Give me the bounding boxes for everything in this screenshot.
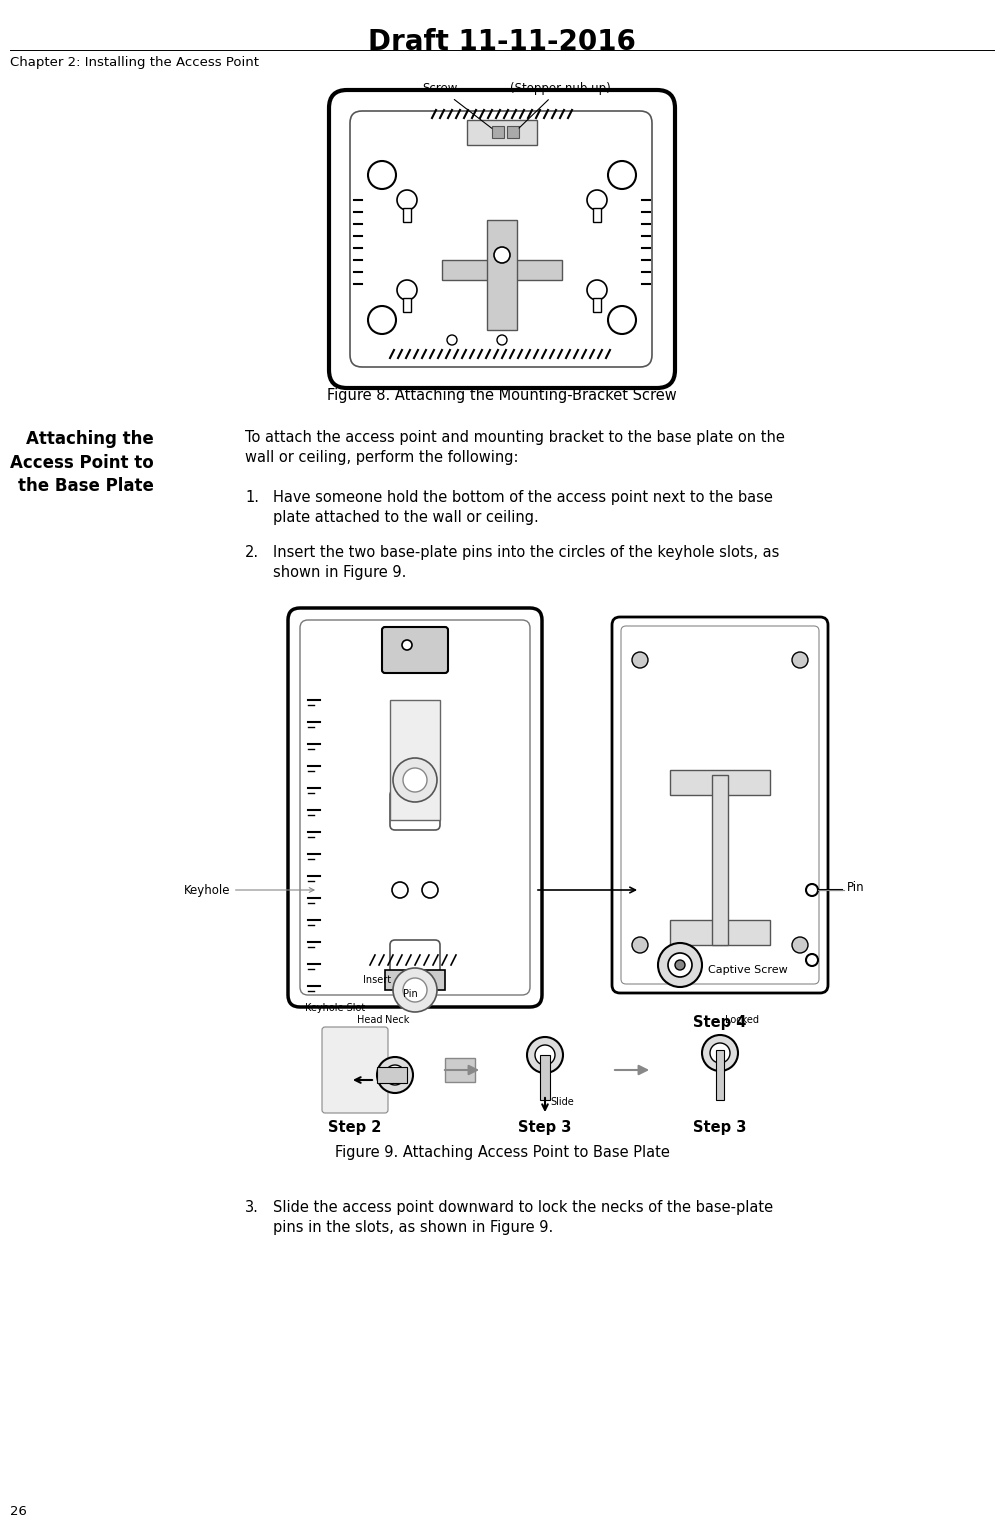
Text: Step 3: Step 3 xyxy=(693,1120,746,1135)
Text: Chapter 2: Installing the Access Point: Chapter 2: Installing the Access Point xyxy=(10,57,259,69)
Text: 26: 26 xyxy=(10,1506,27,1518)
Bar xyxy=(507,125,519,138)
Text: Attaching the
Access Point to
the Base Plate: Attaching the Access Point to the Base P… xyxy=(10,430,153,496)
FancyBboxPatch shape xyxy=(322,1027,387,1112)
Circle shape xyxy=(396,280,416,300)
Text: Step 3: Step 3 xyxy=(518,1120,571,1135)
Circle shape xyxy=(496,335,507,344)
Text: 1.: 1. xyxy=(245,490,259,505)
FancyBboxPatch shape xyxy=(300,620,530,994)
Text: (Stopper nub up): (Stopper nub up) xyxy=(510,83,610,129)
Circle shape xyxy=(587,190,607,210)
FancyBboxPatch shape xyxy=(389,939,439,981)
FancyBboxPatch shape xyxy=(381,627,447,673)
FancyBboxPatch shape xyxy=(288,607,542,1007)
Text: To attach the access point and mounting bracket to the base plate on the
wall or: To attach the access point and mounting … xyxy=(245,430,784,465)
Circle shape xyxy=(791,652,807,669)
Bar xyxy=(389,701,439,820)
FancyBboxPatch shape xyxy=(329,90,674,389)
Text: Insert: Insert xyxy=(363,975,391,985)
Circle shape xyxy=(391,881,407,898)
Circle shape xyxy=(805,884,817,897)
Text: Keyhole: Keyhole xyxy=(184,883,314,897)
Circle shape xyxy=(608,306,635,334)
Text: Figure 8. Attaching the Mounting-Bracket Screw: Figure 8. Attaching the Mounting-Bracket… xyxy=(327,389,676,402)
Circle shape xyxy=(527,1037,563,1073)
Text: Step 2: Step 2 xyxy=(328,1120,381,1135)
Text: Pin: Pin xyxy=(402,988,417,999)
Circle shape xyxy=(674,959,684,970)
Text: Slide: Slide xyxy=(550,1097,573,1108)
Bar xyxy=(384,970,444,990)
Circle shape xyxy=(631,652,647,669)
Circle shape xyxy=(805,955,817,965)
Bar xyxy=(402,208,410,222)
Bar xyxy=(669,770,769,796)
Bar xyxy=(593,208,601,222)
Circle shape xyxy=(368,306,395,334)
Bar xyxy=(715,1050,723,1100)
Bar xyxy=(402,298,410,312)
Text: Neck: Neck xyxy=(384,1014,409,1025)
Circle shape xyxy=(446,335,456,344)
Circle shape xyxy=(791,936,807,953)
Bar xyxy=(491,125,504,138)
Text: Pin: Pin xyxy=(847,880,864,894)
Circle shape xyxy=(701,1034,737,1071)
FancyBboxPatch shape xyxy=(621,626,818,984)
Circle shape xyxy=(709,1043,729,1063)
Circle shape xyxy=(392,757,436,802)
Text: Head: Head xyxy=(357,1014,382,1025)
Text: Screw: Screw xyxy=(422,83,491,129)
Text: Slide the access point downward to lock the necks of the base-plate
pins in the : Slide the access point downward to lock … xyxy=(273,1200,772,1235)
Circle shape xyxy=(396,190,416,210)
Bar xyxy=(540,1056,550,1100)
Text: Step 4: Step 4 xyxy=(693,1014,746,1030)
Circle shape xyxy=(392,968,436,1011)
Text: Have someone hold the bottom of the access point next to the base
plate attached: Have someone hold the bottom of the acce… xyxy=(273,490,772,525)
Text: 2.: 2. xyxy=(245,545,259,560)
Circle shape xyxy=(384,1065,404,1085)
Circle shape xyxy=(587,280,607,300)
Text: Keyhole Slot: Keyhole Slot xyxy=(305,1004,365,1013)
Circle shape xyxy=(368,161,395,190)
Text: Draft 11-11-2016: Draft 11-11-2016 xyxy=(368,28,635,57)
FancyBboxPatch shape xyxy=(612,617,827,993)
Circle shape xyxy=(402,768,426,793)
Text: Captive Screw: Captive Screw xyxy=(707,965,787,975)
Circle shape xyxy=(657,942,701,987)
Bar xyxy=(669,920,769,946)
Circle shape xyxy=(667,953,691,978)
Circle shape xyxy=(421,881,437,898)
Bar xyxy=(376,1066,406,1083)
Circle shape xyxy=(376,1057,412,1092)
Circle shape xyxy=(402,978,426,1002)
Bar xyxy=(486,220,517,330)
Circle shape xyxy=(535,1045,555,1065)
Circle shape xyxy=(493,246,510,263)
Text: 3.: 3. xyxy=(245,1200,259,1215)
Circle shape xyxy=(631,936,647,953)
Circle shape xyxy=(608,161,635,190)
Bar xyxy=(711,776,727,946)
Text: Locked: Locked xyxy=(724,1014,758,1025)
Bar xyxy=(466,119,537,145)
Circle shape xyxy=(401,640,411,650)
FancyBboxPatch shape xyxy=(350,112,651,367)
Bar xyxy=(593,298,601,312)
Bar xyxy=(441,260,562,280)
Text: Insert the two base-plate pins into the circles of the keyhole slots, as
shown i: Insert the two base-plate pins into the … xyxy=(273,545,778,580)
Text: Figure 9. Attaching Access Point to Base Plate: Figure 9. Attaching Access Point to Base… xyxy=(334,1144,669,1160)
FancyBboxPatch shape xyxy=(444,1059,474,1082)
FancyBboxPatch shape xyxy=(389,789,439,829)
